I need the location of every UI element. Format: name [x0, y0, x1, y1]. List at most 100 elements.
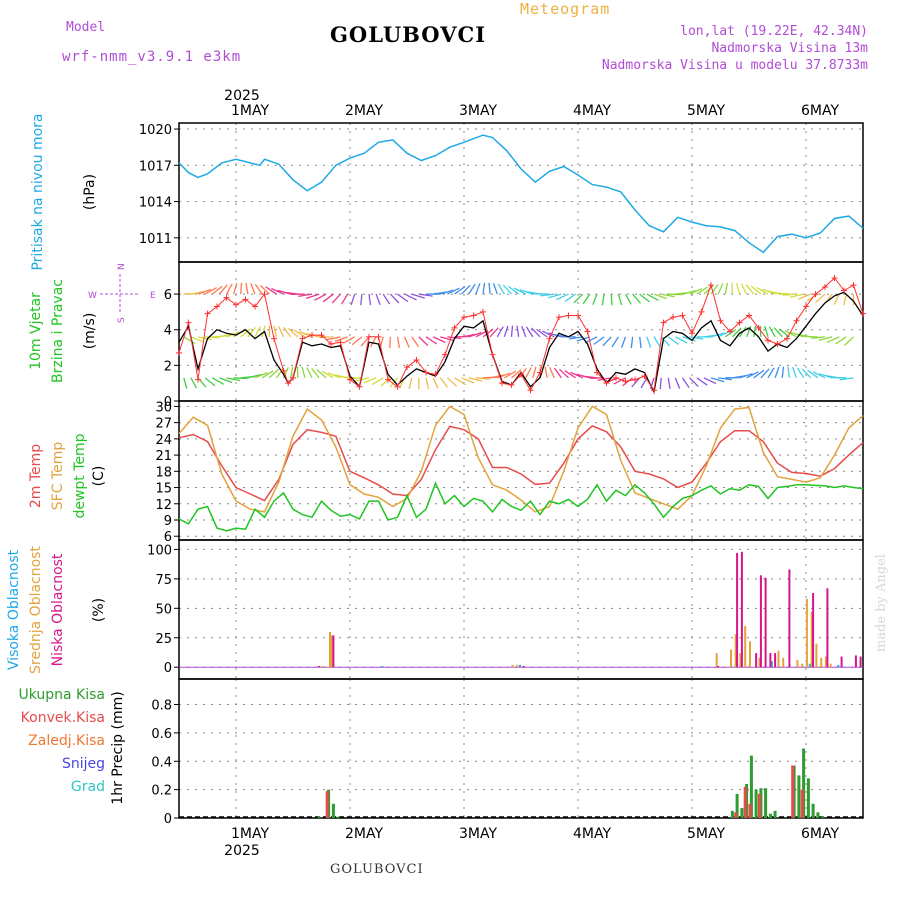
- wind-arrow: [735, 282, 741, 295]
- wind-arrow: [544, 366, 548, 378]
- gust-marker: [670, 314, 676, 321]
- gust-marker: [214, 303, 220, 310]
- x-tick-label-top: 6MAY: [801, 103, 839, 119]
- gust-marker: [860, 310, 866, 317]
- wind-arrow: [653, 293, 668, 300]
- pressure-line: [178, 134, 864, 254]
- mid-cloud-label: Srednja Oblacnost: [28, 546, 44, 674]
- mid-cloud-bar: [516, 664, 519, 668]
- wind-arrow: [504, 370, 517, 379]
- total-rain-bar: [806, 778, 810, 818]
- wind-arrow: [717, 283, 724, 295]
- wind-arrow: [183, 377, 188, 389]
- wind-arrow: [190, 377, 198, 389]
- total-rain-bar: [749, 755, 753, 818]
- y-tick-label: 12: [155, 498, 172, 513]
- wind-arrow: [468, 331, 482, 338]
- y-tick-label: 6: [164, 530, 172, 545]
- wind-arrow: [559, 368, 569, 379]
- wind-arrow: [540, 293, 555, 297]
- gust-marker: [651, 387, 657, 394]
- gust-marker: [309, 332, 315, 339]
- wind-arrow: [818, 336, 833, 342]
- gust-marker: [176, 349, 182, 356]
- wind-arrow: [639, 293, 651, 303]
- gust-marker: [404, 364, 410, 371]
- gust-marker: [423, 369, 429, 376]
- wind-arrow: [404, 336, 410, 348]
- y-tick-label: 0.6: [151, 727, 172, 742]
- wind-arrow: [306, 367, 313, 379]
- wind-arrow: [397, 293, 409, 303]
- mid-cloud-bar: [331, 635, 333, 668]
- x-tick-label-top: 5MAY: [687, 103, 725, 119]
- wind-arrow: [710, 284, 719, 295]
- frozen-rain-label: Zaledj.Kisa: [28, 733, 105, 749]
- gust-marker: [765, 337, 771, 344]
- wind-arrow: [363, 377, 377, 384]
- compass-cross: [100, 274, 140, 314]
- mid-cloud-bar: [739, 653, 742, 668]
- wind-arrow: [288, 327, 299, 338]
- total-rain-bar: [816, 812, 820, 818]
- mid-cloud-bar: [810, 611, 813, 668]
- wind-arrow: [211, 285, 223, 295]
- mid-cloud-bar: [329, 631, 331, 668]
- conv-rain-bar: [743, 786, 747, 818]
- gust-marker: [432, 371, 439, 378]
- wind-arrow: [389, 336, 392, 349]
- conv-rain-bar: [748, 803, 752, 818]
- total-rain-bar: [735, 793, 739, 818]
- gust-marker: [356, 383, 363, 390]
- wind-arrow: [254, 326, 261, 338]
- footer-station: GOLUBOVCI: [330, 862, 424, 877]
- y-tick-label: 25: [155, 632, 172, 647]
- wind-arrow: [197, 336, 212, 341]
- wind-arrow: [696, 377, 708, 386]
- gust-marker: [204, 310, 211, 317]
- mid-cloud-bar: [749, 641, 751, 668]
- wind-arrow: [611, 336, 619, 348]
- wind-arrow: [689, 377, 699, 388]
- wind-arrow: [796, 367, 805, 379]
- snow-label: Snijeg: [62, 756, 105, 772]
- wind-arrow: [489, 327, 499, 338]
- mid-cloud-bar: [511, 664, 514, 668]
- gust-marker: [442, 351, 448, 358]
- wind-arrow: [355, 377, 370, 382]
- wind-arrow: [798, 293, 811, 300]
- wind-arrow: [382, 293, 391, 305]
- wind-arrow: [334, 336, 348, 343]
- low-cloud-bar: [859, 656, 862, 668]
- gust-marker: [451, 324, 458, 331]
- wind-arrow: [268, 368, 279, 379]
- conv-rain-bar: [791, 765, 795, 818]
- wind-arrow: [440, 289, 454, 295]
- wind-arrow: [570, 371, 584, 379]
- wind-arrow: [739, 372, 753, 379]
- wind-arrow: [404, 293, 417, 301]
- wind-arrow: [791, 366, 798, 379]
- wind-arrow: [660, 336, 670, 347]
- wind-unit: (m/s): [82, 313, 98, 350]
- gust-marker: [831, 275, 838, 282]
- wind-arrow: [322, 293, 334, 303]
- wind-label-2: Brzina i Pravac: [50, 279, 66, 383]
- wind-arrow: [631, 377, 641, 388]
- mid-cloud-bar: [796, 660, 799, 668]
- conv-rain-label: Konvek.Kisa: [21, 710, 105, 726]
- total-rain-bar: [730, 810, 734, 818]
- wind-arrow: [360, 336, 370, 347]
- gust-marker: [413, 357, 420, 364]
- wind-arrow: [568, 336, 583, 340]
- low-cloud-bar: [840, 656, 843, 668]
- wind-arrow: [425, 336, 438, 345]
- wind-arrow: [312, 334, 327, 338]
- wind-arrow: [503, 325, 509, 338]
- mid-cloud-bar: [801, 663, 804, 668]
- wind-arrow: [497, 372, 511, 379]
- wind-arrow: [768, 326, 776, 338]
- wind-arrow: [247, 326, 256, 338]
- wind-arrow: [389, 293, 400, 304]
- wind-arrow: [468, 377, 483, 382]
